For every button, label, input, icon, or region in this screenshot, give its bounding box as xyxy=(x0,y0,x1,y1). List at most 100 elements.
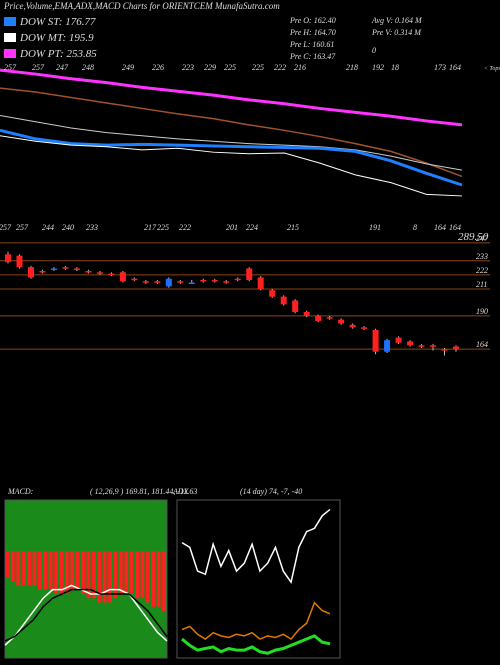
candle-body xyxy=(361,327,368,329)
top-label: 216 xyxy=(294,63,306,72)
y-tick-label: 233 xyxy=(476,252,488,261)
series-line xyxy=(0,68,463,127)
macd-label: MACD: xyxy=(7,487,34,496)
histogram-bar xyxy=(97,551,102,603)
adx-label: ADX xyxy=(172,487,190,496)
low-label: 225 xyxy=(157,223,169,232)
candle-body xyxy=(27,267,34,278)
stat: Pre C: 163.47 xyxy=(289,52,336,61)
candle-body xyxy=(407,341,414,346)
macd-params: ( 12,26,9 ) 169.81, 181.44, -11.63 xyxy=(90,487,197,496)
histogram-bar xyxy=(118,551,123,594)
candle-body xyxy=(338,319,345,324)
candle-body xyxy=(430,345,437,347)
histogram-bar xyxy=(16,551,21,586)
histogram-bar xyxy=(129,551,134,594)
stat: Pre L: 160.61 xyxy=(289,40,334,49)
low-label: 224 xyxy=(246,223,258,232)
candle-body xyxy=(257,277,264,289)
candle-body xyxy=(131,278,138,281)
series-line xyxy=(0,135,463,197)
histogram-bar xyxy=(156,551,161,607)
top-label: 226 xyxy=(152,63,164,72)
histogram-bar xyxy=(162,551,166,612)
legend-label: DOW PT: 253.85 xyxy=(19,48,97,60)
histogram-bar xyxy=(145,551,150,603)
histogram-bar xyxy=(64,551,69,594)
histogram-bar xyxy=(113,551,118,599)
top-label: 247 xyxy=(56,63,69,72)
candle-body xyxy=(165,278,172,287)
candle-body xyxy=(246,268,253,280)
histogram-bar xyxy=(59,551,64,594)
top-label: 225 xyxy=(252,63,264,72)
candle-body xyxy=(5,254,11,263)
histogram-bar xyxy=(10,551,15,582)
candle-body xyxy=(177,281,184,283)
stat: Pre H: 164.70 xyxy=(289,28,336,37)
adx-line xyxy=(181,601,331,641)
candle-body xyxy=(395,337,402,343)
low-label: 233 xyxy=(86,223,98,232)
low-label: 222 xyxy=(179,223,191,232)
histogram-bar xyxy=(32,551,37,586)
candle-body xyxy=(349,324,356,328)
adx-panel xyxy=(176,499,341,659)
top-label: 229 xyxy=(204,63,216,72)
candle-body xyxy=(85,271,92,273)
histogram-bar xyxy=(91,551,96,599)
histogram-bar xyxy=(124,551,129,594)
low-label: 257 xyxy=(16,223,29,232)
candle-body xyxy=(234,278,241,281)
candle-body xyxy=(223,281,230,283)
candle-body xyxy=(280,296,287,305)
top-label: 192 xyxy=(372,63,384,72)
histogram-bar xyxy=(54,551,58,594)
histogram-bar xyxy=(43,551,48,590)
candle-body xyxy=(16,255,23,268)
top-label: 257 xyxy=(4,63,17,72)
top-label: 257 xyxy=(32,63,45,72)
series-line xyxy=(0,128,463,187)
candle-body xyxy=(211,279,218,282)
legend-swatch xyxy=(4,49,16,58)
candle-body xyxy=(188,282,195,285)
legend-label: DOW ST: 176.77 xyxy=(19,16,96,28)
adx-line xyxy=(181,634,331,655)
candle-body xyxy=(303,312,310,316)
candle-body xyxy=(453,346,459,350)
candle-body xyxy=(441,349,448,351)
candle-body xyxy=(292,300,299,312)
candle-body xyxy=(39,271,46,273)
candle-body xyxy=(96,272,103,274)
candle-body xyxy=(326,317,333,319)
histogram-bar xyxy=(75,551,80,590)
histogram-bar xyxy=(140,551,145,599)
top-label: 218 xyxy=(346,63,358,72)
candle-body xyxy=(142,281,149,283)
candle-body xyxy=(269,290,276,297)
top-label: 223 xyxy=(182,63,194,72)
low-label: 215 xyxy=(287,223,299,232)
low-label: 191 xyxy=(369,223,381,232)
histogram-bar xyxy=(108,551,112,603)
low-label: 244 xyxy=(42,223,54,232)
y-tick-label: 164 xyxy=(476,340,488,349)
low-label: 164 xyxy=(449,223,461,232)
histogram-bar xyxy=(102,551,107,603)
candle-body xyxy=(372,329,379,352)
histogram-bar xyxy=(81,551,85,594)
candle-body xyxy=(119,272,126,282)
candle-body xyxy=(62,267,69,269)
low-label: 201 xyxy=(226,223,238,232)
candle-body xyxy=(418,345,425,347)
tops-label: < Tops xyxy=(484,66,500,72)
candle-body xyxy=(315,315,322,321)
stat: Pre O: 162.40 xyxy=(289,16,336,25)
candle-body xyxy=(108,273,115,276)
macd-line xyxy=(4,584,168,646)
top-label: 164 xyxy=(449,63,461,72)
histogram-bar xyxy=(151,551,156,607)
